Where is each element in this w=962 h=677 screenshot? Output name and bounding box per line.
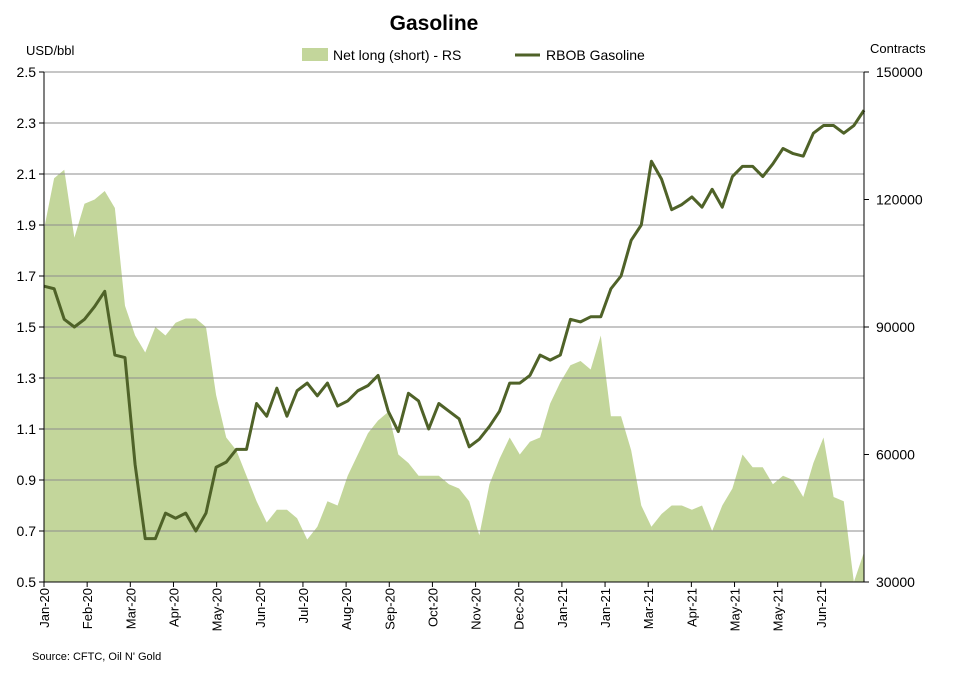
x-tick-label: Jul-20 xyxy=(296,588,311,623)
net-long-area xyxy=(44,169,864,582)
left-axis-ticks: 2.5 2.3 2.1 1.9 1.7 1.5 1.3 1.1 0.9 0.7 0.5 xyxy=(17,64,44,590)
left-tick-label: 1.3 xyxy=(17,370,37,386)
x-tick-label: Nov-20 xyxy=(469,588,484,630)
x-tick-label: Oct-20 xyxy=(425,588,440,627)
x-tick-label: Dec-20 xyxy=(512,588,527,630)
x-tick-label: Apr-21 xyxy=(684,588,699,627)
right-tick-label: 120000 xyxy=(876,192,923,208)
x-tick-label: Jun-20 xyxy=(253,588,268,628)
x-tick-label: Jan-21 xyxy=(555,588,570,628)
x-tick-label: Feb-20 xyxy=(80,588,95,629)
rbob-line-layer xyxy=(43,109,866,541)
left-tick-label: 2.3 xyxy=(17,115,37,131)
source-note: Source: CFTC, Oil N' Gold xyxy=(32,651,161,663)
right-axis-unit: Contracts xyxy=(870,41,926,56)
left-tick-label: 0.9 xyxy=(17,472,37,488)
legend-label-net-long: Net long (short) - RS xyxy=(333,47,461,63)
left-tick-label: 1.1 xyxy=(17,421,37,437)
right-axis-ticks: 150000 120000 90000 60000 30000 xyxy=(864,64,923,590)
x-tick-label: Sep-20 xyxy=(382,588,397,630)
x-tick-label: May-20 xyxy=(210,588,225,631)
left-tick-label: 2.5 xyxy=(17,64,37,80)
x-tick-label: Aug-20 xyxy=(339,588,354,630)
left-tick-label: 1.9 xyxy=(17,217,37,233)
right-tick-label: 60000 xyxy=(876,447,915,463)
right-tick-label: 30000 xyxy=(876,574,915,590)
legend-swatch-net-long xyxy=(302,48,328,61)
x-axis-ticks: Jan-20 Feb-20 Mar-20 Apr-20 May-20 Jun-20 Jul-… xyxy=(37,582,829,631)
legend: Net long (short) - RS RBOB Gasoline xyxy=(302,47,645,63)
left-tick-label: 1.7 xyxy=(17,268,37,284)
right-tick-label: 90000 xyxy=(876,319,915,335)
left-tick-label: 2.1 xyxy=(17,166,37,182)
rbob-line xyxy=(43,109,866,541)
x-tick-label: Jan-20 xyxy=(37,588,52,628)
x-tick-label: May-21 xyxy=(728,588,743,631)
chart-title: Gasoline xyxy=(390,12,479,35)
gridlines xyxy=(44,71,864,532)
left-tick-label: 0.7 xyxy=(17,523,37,539)
left-tick-label: 1.5 xyxy=(17,319,37,335)
x-tick-label: Jan-21 xyxy=(598,588,613,628)
x-tick-label: Jun-21 xyxy=(814,588,829,628)
left-axis-unit: USD/bbl xyxy=(26,43,75,58)
x-tick-label: Mar-21 xyxy=(641,588,656,629)
x-tick-label: Apr-20 xyxy=(166,588,181,627)
right-tick-label: 150000 xyxy=(876,64,923,80)
net-long-area-layer xyxy=(44,169,864,582)
left-tick-label: 0.5 xyxy=(17,574,37,590)
x-tick-label: Mar-20 xyxy=(123,588,138,629)
legend-label-rbob: RBOB Gasoline xyxy=(546,47,645,63)
x-tick-label: May-21 xyxy=(771,588,786,631)
